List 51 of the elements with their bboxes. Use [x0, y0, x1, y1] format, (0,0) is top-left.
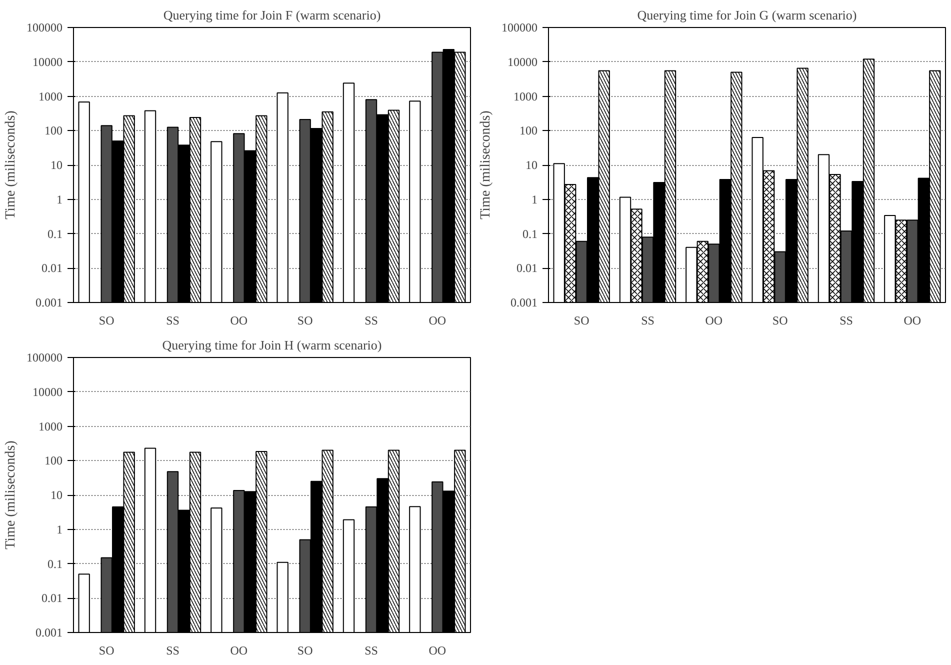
- y-tick-label: 0.01: [42, 261, 62, 276]
- x-tick-label: SS: [364, 314, 378, 328]
- y-tick-label: 100000: [26, 20, 62, 34]
- y-tick-label: 10000: [32, 54, 62, 69]
- y-tick-label: 1: [56, 192, 62, 206]
- y-axis-title: Time (miliseconds): [478, 110, 494, 220]
- y-tick-label: 100000: [26, 350, 62, 364]
- x-tick-label: SS: [641, 314, 654, 328]
- x-tick-label: SO: [297, 644, 314, 658]
- x-tick-label: SO: [98, 644, 115, 658]
- x-tick-label: OO: [230, 314, 248, 328]
- y-tick-label: 10000: [508, 54, 538, 69]
- x-tick-label: SS: [166, 644, 180, 658]
- x-tick-label: OO: [428, 644, 446, 658]
- x-tick-label: SO: [98, 314, 115, 328]
- y-tick-label: 1000: [38, 419, 62, 434]
- y-tick-label: 100: [44, 454, 62, 468]
- chart-title: Querying time for Join G (warm scenario): [637, 8, 857, 22]
- y-tick-label: 1: [532, 192, 538, 206]
- y-tick-label: 0.001: [36, 626, 62, 640]
- y-tick-label: 0.1: [522, 226, 538, 241]
- y-tick-label: 100: [44, 124, 62, 138]
- x-tick-label: SO: [297, 314, 314, 328]
- y-tick-label: 0.1: [48, 226, 62, 241]
- y-tick-label: 10: [50, 158, 62, 172]
- y-tick-label: 1000: [514, 89, 538, 104]
- y-tick-label: 10: [526, 158, 538, 172]
- y-axis-title: Time (miliseconds): [4, 440, 18, 550]
- x-tick-label: OO: [230, 644, 248, 658]
- y-axis-title: Time (miliseconds): [4, 110, 18, 220]
- x-tick-label: OO: [705, 314, 723, 328]
- y-tick-label: 0.1: [48, 556, 62, 571]
- y-tick-label: 10: [50, 488, 62, 502]
- y-tick-label: 1: [56, 522, 62, 536]
- y-tick-label: 1000: [38, 89, 62, 104]
- y-tick-label: 0.001: [36, 296, 62, 310]
- y-tick-label: 0.01: [516, 261, 538, 276]
- x-tick-label: SS: [364, 644, 378, 658]
- y-tick-label: 100000: [502, 20, 538, 34]
- y-tick-label: 100: [520, 124, 538, 138]
- y-tick-label: 0.001: [510, 296, 538, 310]
- chart-title: Querying time for Join H (warm scenario): [162, 338, 382, 352]
- x-tick-label: SS: [166, 314, 180, 328]
- x-tick-label: SO: [574, 314, 590, 328]
- x-tick-label: OO: [904, 314, 922, 328]
- y-tick-label: 10000: [32, 384, 62, 399]
- chart-title: Querying time for Join F (warm scenario): [163, 8, 381, 22]
- x-tick-label: OO: [428, 314, 446, 328]
- y-tick-label: 0.01: [42, 591, 62, 606]
- x-tick-label: SO: [772, 314, 788, 328]
- x-tick-label: SS: [840, 314, 853, 328]
